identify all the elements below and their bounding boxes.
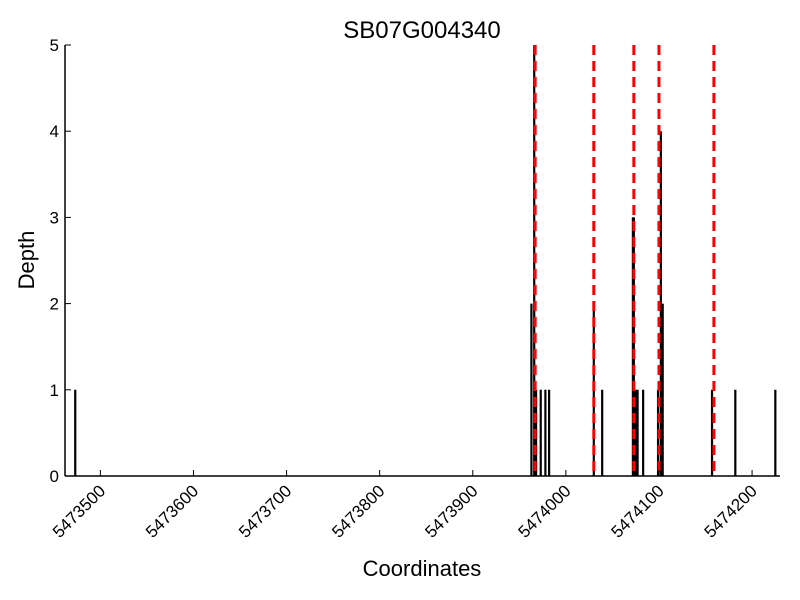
x-tick-label: 5473500 — [49, 481, 109, 541]
x-tick-label: 5473600 — [142, 481, 202, 541]
y-ticks: 0 1 2 3 4 5 — [50, 36, 71, 486]
y-tick-label: 3 — [50, 208, 59, 227]
y-tick-label: 4 — [50, 122, 59, 141]
x-tick-label: 5473800 — [328, 481, 388, 541]
x-tick-label: 5473700 — [235, 481, 295, 541]
x-ticks: 5473500 5473600 5473700 5473800 5473900 54740… — [49, 470, 761, 542]
x-tick-label: 5474000 — [514, 481, 574, 541]
x-axis-label: Coordinates — [363, 556, 482, 581]
y-tick-label: 1 — [50, 381, 59, 400]
chart-title: SB07G004340 — [343, 17, 500, 44]
y-axis-label: Depth — [14, 231, 39, 290]
marker-lines-group — [533, 45, 716, 476]
x-tick-label: 5474100 — [608, 481, 668, 541]
x-tick-label: 5473900 — [421, 481, 481, 541]
x-tick-label: 5474200 — [701, 481, 761, 541]
axes — [64, 45, 780, 477]
y-tick-label: 0 — [50, 467, 59, 486]
bars-group — [74, 45, 777, 476]
y-tick-label: 5 — [50, 36, 59, 55]
y-tick-label: 2 — [50, 295, 59, 314]
